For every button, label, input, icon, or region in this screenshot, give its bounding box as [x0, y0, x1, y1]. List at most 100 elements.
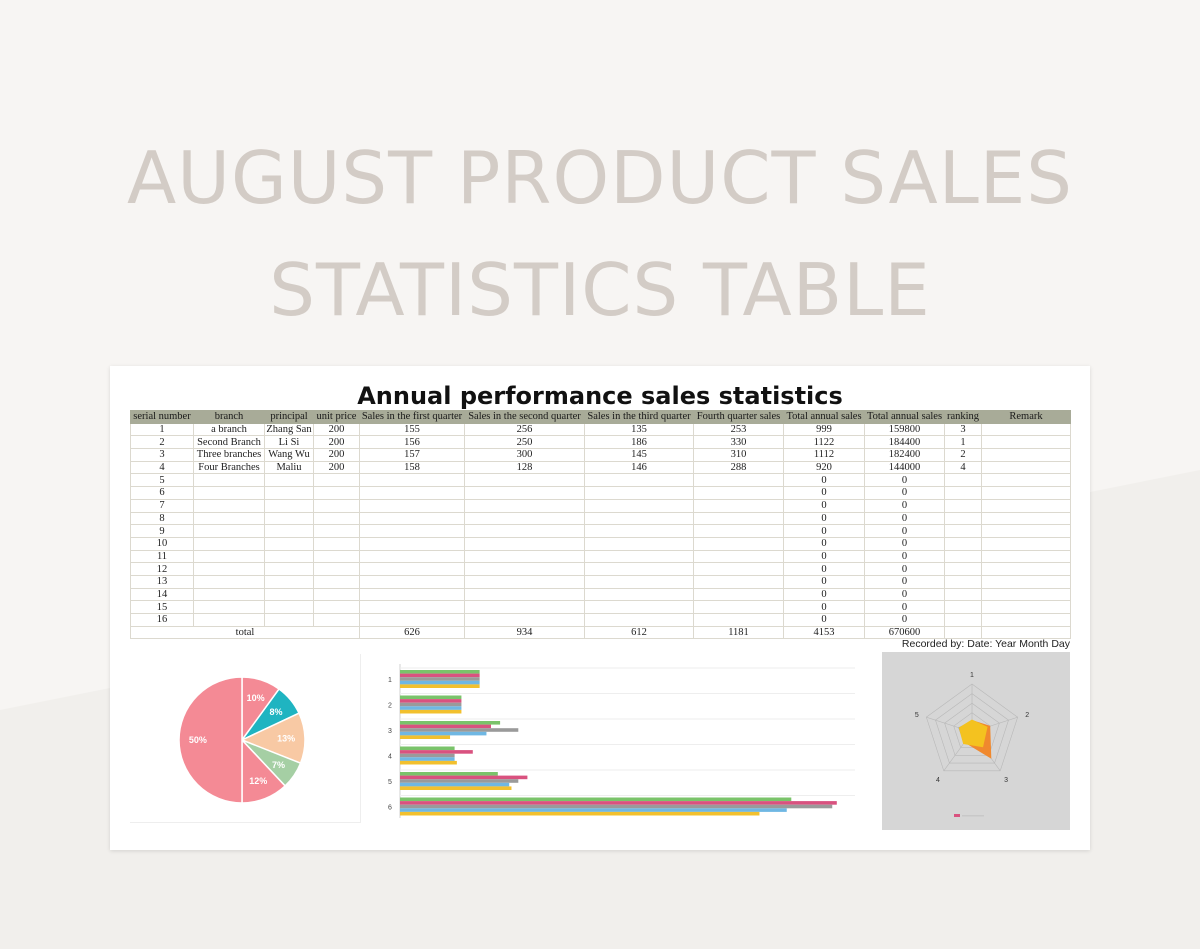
- table-cell[interactable]: 300: [464, 448, 585, 462]
- table-cell[interactable]: 0: [783, 574, 865, 589]
- table-cell[interactable]: [981, 435, 1071, 450]
- table-cell[interactable]: 2: [944, 448, 982, 462]
- table-cell[interactable]: [193, 511, 265, 526]
- table-cell[interactable]: 13: [130, 574, 194, 589]
- table-cell[interactable]: 182400: [864, 448, 945, 462]
- table-cell[interactable]: [313, 536, 360, 551]
- table-cell[interactable]: [313, 562, 360, 576]
- table-cell[interactable]: [313, 600, 360, 614]
- table-cell[interactable]: [359, 536, 465, 551]
- table-cell[interactable]: 0: [783, 600, 865, 614]
- table-cell[interactable]: [193, 536, 265, 551]
- table-cell[interactable]: 144000: [864, 460, 945, 475]
- table-cell[interactable]: Wang Wu: [264, 448, 314, 462]
- table-cell[interactable]: 146: [584, 460, 694, 475]
- table-cell[interactable]: [464, 574, 585, 589]
- table-cell[interactable]: 5: [130, 473, 194, 488]
- table-cell[interactable]: 310: [693, 448, 784, 462]
- table-cell[interactable]: 0: [864, 473, 945, 488]
- table-cell[interactable]: 4: [944, 460, 982, 475]
- table-cell[interactable]: 155: [359, 422, 465, 437]
- table-cell[interactable]: [584, 574, 694, 589]
- table-cell[interactable]: [313, 587, 360, 602]
- table-cell[interactable]: [693, 613, 784, 627]
- table-cell[interactable]: [944, 562, 982, 576]
- table-cell[interactable]: [464, 587, 585, 602]
- table-cell[interactable]: [193, 498, 265, 513]
- table-cell[interactable]: 0: [783, 511, 865, 526]
- table-cell[interactable]: [193, 574, 265, 589]
- table-cell[interactable]: [464, 600, 585, 614]
- table-cell[interactable]: [944, 613, 982, 627]
- table-cell[interactable]: [264, 587, 314, 602]
- table-cell[interactable]: [464, 524, 585, 538]
- table-cell[interactable]: 0: [864, 524, 945, 538]
- table-cell[interactable]: [464, 511, 585, 526]
- total-cell[interactable]: 626: [359, 625, 465, 640]
- table-cell[interactable]: [944, 574, 982, 589]
- total-cell[interactable]: [981, 625, 1071, 640]
- table-cell[interactable]: 158: [359, 460, 465, 475]
- table-cell[interactable]: [693, 524, 784, 538]
- table-cell[interactable]: [264, 574, 314, 589]
- table-cell[interactable]: [264, 536, 314, 551]
- table-cell[interactable]: [359, 486, 465, 500]
- table-cell[interactable]: [464, 536, 585, 551]
- table-cell[interactable]: [584, 549, 694, 564]
- table-cell[interactable]: 999: [783, 422, 865, 437]
- table-cell[interactable]: 0: [783, 613, 865, 627]
- table-cell[interactable]: 8: [130, 511, 194, 526]
- table-cell[interactable]: [313, 498, 360, 513]
- table-cell[interactable]: [193, 524, 265, 538]
- total-cell[interactable]: 4153: [783, 625, 865, 640]
- table-cell[interactable]: [944, 600, 982, 614]
- table-cell[interactable]: 159800: [864, 422, 945, 437]
- table-cell[interactable]: 10: [130, 536, 194, 551]
- table-cell[interactable]: 0: [783, 498, 865, 513]
- table-cell[interactable]: 1: [130, 422, 194, 437]
- table-cell[interactable]: [981, 460, 1071, 475]
- total-cell[interactable]: 612: [584, 625, 694, 640]
- table-cell[interactable]: [264, 511, 314, 526]
- table-cell[interactable]: [313, 524, 360, 538]
- table-cell[interactable]: [584, 613, 694, 627]
- table-cell[interactable]: Three branches: [193, 448, 265, 462]
- table-cell[interactable]: 1: [944, 435, 982, 450]
- table-cell[interactable]: 16: [130, 613, 194, 627]
- table-cell[interactable]: 3: [130, 448, 194, 462]
- table-cell[interactable]: [193, 600, 265, 614]
- table-cell[interactable]: [981, 613, 1071, 627]
- table-cell[interactable]: 200: [313, 460, 360, 475]
- table-cell[interactable]: Second Branch: [193, 435, 265, 450]
- table-cell[interactable]: [584, 486, 694, 500]
- table-cell[interactable]: 0: [783, 486, 865, 500]
- table-cell[interactable]: 0: [864, 498, 945, 513]
- table-cell[interactable]: [944, 549, 982, 564]
- table-cell[interactable]: [359, 600, 465, 614]
- table-cell[interactable]: 0: [864, 511, 945, 526]
- table-cell[interactable]: [193, 549, 265, 564]
- total-cell[interactable]: 934: [464, 625, 585, 640]
- table-cell[interactable]: 135: [584, 422, 694, 437]
- table-cell[interactable]: [264, 613, 314, 627]
- table-cell[interactable]: [264, 600, 314, 614]
- table-cell[interactable]: 200: [313, 422, 360, 437]
- total-cell[interactable]: [944, 625, 982, 640]
- table-cell[interactable]: [981, 574, 1071, 589]
- table-cell[interactable]: [193, 587, 265, 602]
- table-cell[interactable]: 0: [864, 562, 945, 576]
- table-cell[interactable]: [193, 486, 265, 500]
- table-cell[interactable]: 9: [130, 524, 194, 538]
- table-cell[interactable]: [359, 524, 465, 538]
- table-cell[interactable]: 145: [584, 448, 694, 462]
- total-cell[interactable]: total: [130, 625, 360, 640]
- table-cell[interactable]: [693, 562, 784, 576]
- total-cell[interactable]: 1181: [693, 625, 784, 640]
- table-cell[interactable]: [313, 613, 360, 627]
- table-cell[interactable]: [264, 524, 314, 538]
- table-cell[interactable]: 253: [693, 422, 784, 437]
- table-cell[interactable]: [981, 524, 1071, 538]
- table-cell[interactable]: 1122: [783, 435, 865, 450]
- table-cell[interactable]: 330: [693, 435, 784, 450]
- table-cell[interactable]: [693, 600, 784, 614]
